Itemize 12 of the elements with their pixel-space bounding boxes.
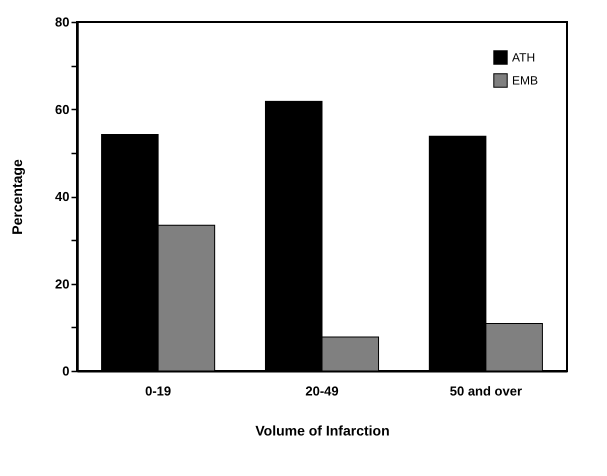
legend-label: EMB	[512, 74, 538, 88]
y-tick-label: 20	[55, 276, 70, 292]
x-axis-title: Volume of Infarction	[255, 422, 390, 438]
y-tick-label: 0	[62, 364, 70, 378]
y-axis-title: Percentage	[9, 159, 26, 235]
legend-label: ATH	[512, 50, 536, 64]
y-tick-label: 40	[55, 189, 70, 204]
x-tick-label: 0-19	[145, 384, 172, 398]
x-tick-label: 20-49	[305, 384, 339, 398]
x-tick-label: 50 and over	[450, 384, 522, 398]
y-tick-label: 60	[55, 102, 70, 117]
y-tick-label: 80	[55, 14, 70, 30]
